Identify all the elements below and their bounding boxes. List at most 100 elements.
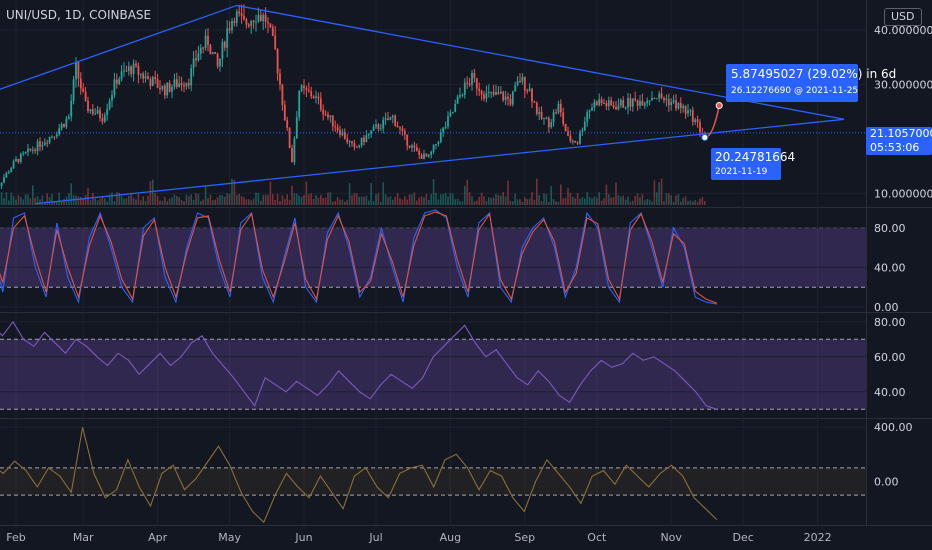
- candle-body: [331, 115, 334, 127]
- candle-body: [300, 85, 303, 91]
- price-tick-label: 0.00: [874, 301, 899, 314]
- candle-body: [46, 142, 49, 144]
- volume-bar: [629, 201, 632, 205]
- volume-bar: [656, 192, 658, 205]
- candle-body: [502, 91, 505, 101]
- forecast-target: 26.12276690 @ 2021-11-25: [731, 86, 859, 96]
- price-tick-label: 60.00: [874, 351, 906, 364]
- volume-bar: [118, 192, 120, 205]
- volume-bar: [96, 200, 99, 205]
- candle-body: [600, 99, 603, 103]
- price-tick-label: 40.00: [874, 386, 906, 399]
- volume-bar: [248, 199, 250, 205]
- candle-body: [610, 100, 613, 106]
- candle-body: [519, 80, 521, 82]
- candle-body: [564, 123, 567, 132]
- candle-body: [423, 153, 425, 159]
- candle-body: [586, 112, 589, 122]
- volume-bar: [154, 192, 156, 205]
- candle-body: [190, 68, 193, 86]
- currency-button[interactable]: USD: [884, 8, 922, 26]
- candle-body: [509, 98, 512, 105]
- volume-bar: [466, 179, 468, 205]
- volume-bar: [692, 201, 694, 205]
- candle-body: [432, 144, 435, 152]
- volume-bar: [512, 201, 514, 205]
- candle-body: [135, 63, 137, 66]
- volume-bar: [82, 198, 84, 205]
- candle-body: [22, 153, 25, 155]
- candle-body: [211, 52, 214, 55]
- candle-body: [94, 113, 97, 115]
- candle-body: [103, 115, 106, 122]
- volume-bar: [116, 192, 118, 205]
- volume-bar: [603, 198, 605, 205]
- volume-bar: [447, 196, 449, 205]
- candle-body: [627, 98, 629, 108]
- volume-bar: [274, 199, 276, 205]
- volume-bar: [281, 195, 284, 205]
- volume-bar: [123, 198, 125, 205]
- volume-bar: [564, 197, 567, 205]
- candle-body: [636, 100, 639, 106]
- candle-body: [562, 112, 565, 124]
- volume-bar: [8, 200, 10, 205]
- volume-bar: [344, 201, 346, 205]
- volume-bar: [596, 197, 598, 205]
- candle-body: [279, 73, 281, 85]
- volume-bar: [128, 195, 130, 205]
- candle-body: [34, 149, 37, 152]
- volume-bar: [267, 194, 269, 205]
- candle-body: [36, 141, 39, 152]
- forecast-end-point: [715, 102, 723, 110]
- candle-body: [159, 87, 161, 90]
- time-tick-label: Feb: [6, 531, 25, 544]
- candle-body: [569, 135, 572, 142]
- volume-bar: [624, 199, 627, 205]
- volume-bar: [80, 196, 82, 205]
- volume-bar: [682, 198, 684, 205]
- volume-bar: [214, 199, 216, 205]
- volume-bar: [653, 180, 656, 205]
- candle-body: [63, 123, 65, 127]
- volume-bar: [375, 194, 377, 205]
- volume-bar: [538, 195, 540, 205]
- candle-body: [365, 135, 368, 142]
- candle-body: [231, 21, 233, 31]
- candle-body: [209, 45, 212, 55]
- candle-body: [238, 11, 241, 14]
- candle-body: [466, 82, 469, 84]
- candle-body: [353, 143, 356, 147]
- volume-bar: [360, 196, 363, 205]
- volume-bar: [612, 197, 615, 205]
- candle-body: [99, 109, 101, 119]
- symbol-title: UNI/USD, 1D, COINBASE: [6, 8, 152, 22]
- volume-bar: [219, 194, 221, 205]
- volume-bar: [224, 196, 226, 205]
- candle-body: [346, 138, 349, 142]
- candle-body: [420, 154, 423, 159]
- volume-bar: [502, 192, 504, 205]
- volume-bar: [524, 196, 526, 205]
- volume-bar: [380, 201, 382, 205]
- candle-body: [264, 14, 267, 22]
- candle-body: [641, 100, 644, 106]
- candle-body: [535, 102, 538, 114]
- volume-bar: [497, 194, 500, 205]
- candle-body: [10, 168, 13, 173]
- candle-body: [305, 87, 308, 90]
- volume-bar: [528, 198, 531, 205]
- volume-bar: [120, 196, 123, 205]
- candle-body: [199, 47, 202, 54]
- candle-body: [293, 138, 296, 163]
- volume-bar: [260, 200, 262, 205]
- candle-body: [307, 89, 310, 92]
- volume-bar: [87, 187, 89, 205]
- candle-body: [655, 98, 658, 100]
- candle-body: [679, 103, 682, 109]
- volume-bar: [272, 194, 274, 205]
- candle-body: [478, 88, 481, 91]
- volume-bar: [636, 193, 639, 205]
- time-tick-label: Nov: [660, 531, 682, 544]
- candle-body: [660, 93, 663, 98]
